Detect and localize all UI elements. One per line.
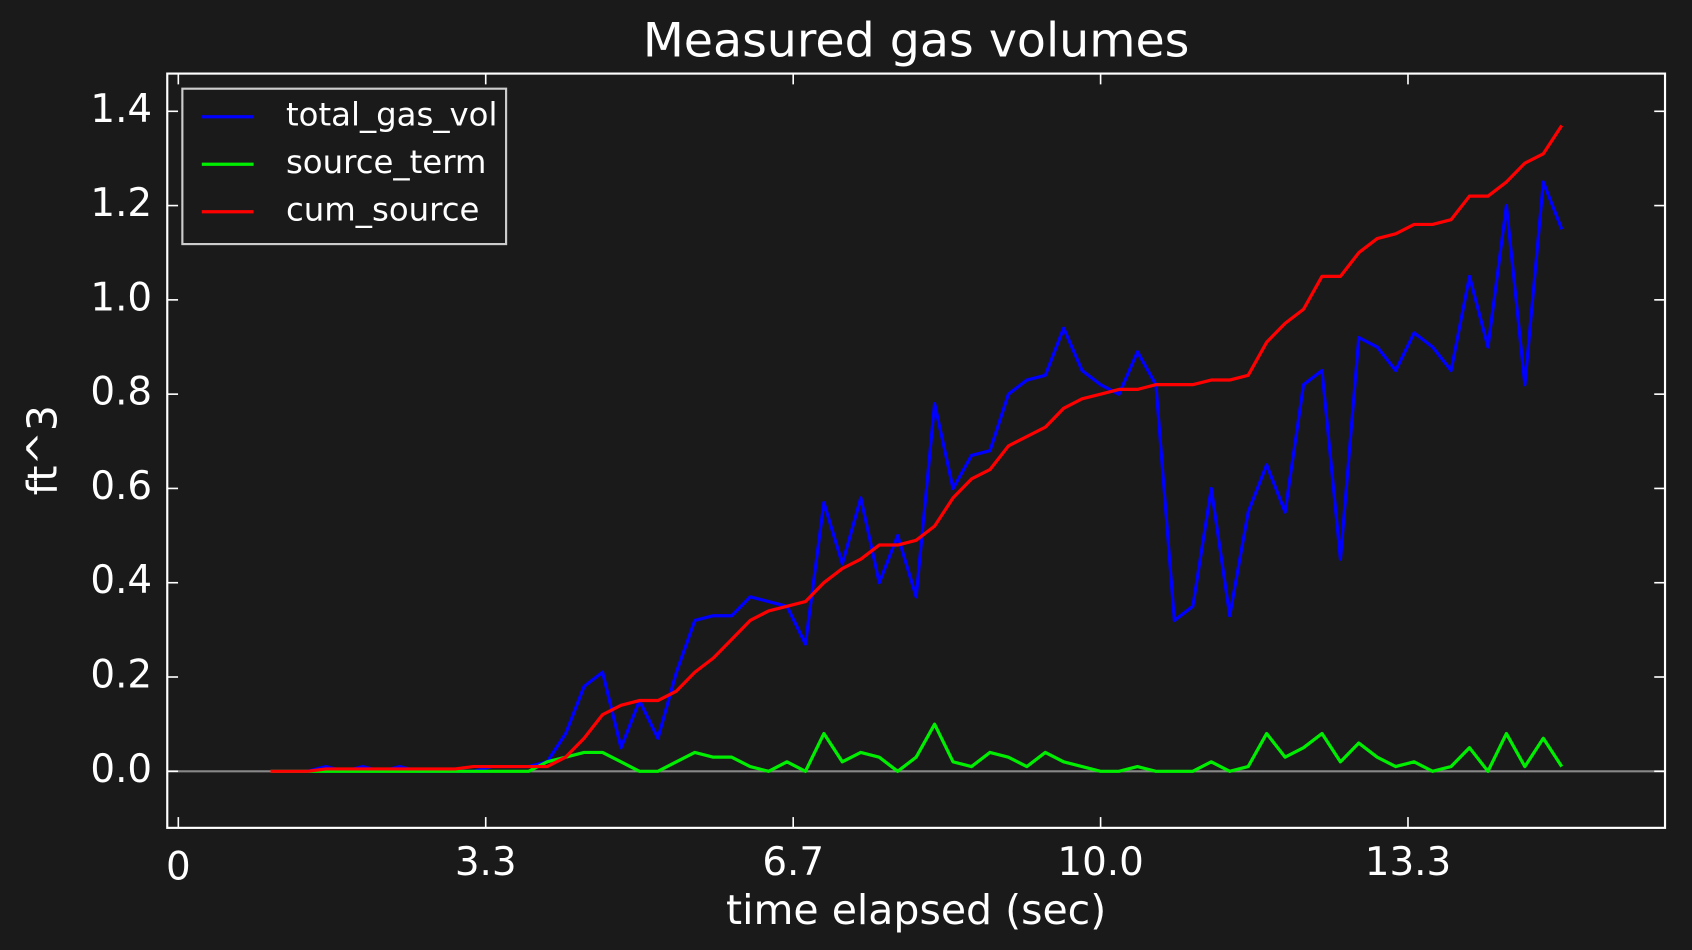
chart-title: Measured gas volumes (643, 13, 1190, 68)
x-tick-label: 3.3 (455, 840, 517, 885)
y-tick-label: 0.6 (90, 464, 152, 509)
legend-label: cum_source (286, 191, 479, 229)
x-tick-label: 13.3 (1365, 840, 1451, 885)
legend-label: source_term (286, 143, 487, 181)
legend-label: total_gas_vol (286, 96, 498, 134)
series-line (270, 124, 1564, 773)
y-axis-label: ft^3 (18, 405, 66, 495)
y-tick-label: 0.2 (90, 653, 152, 698)
y-tick-label: 0.0 (90, 747, 152, 792)
x-tick-label: 6.7 (762, 840, 824, 885)
x-axis-label: time elapsed (sec) (726, 886, 1106, 934)
y-tick-label: 1.0 (90, 275, 152, 320)
y-tick-label: 0.8 (90, 370, 152, 415)
y-tick-label: 1.2 (90, 181, 152, 226)
y-tick-label: 0.4 (90, 558, 152, 603)
y-tick-label: 1.4 (90, 87, 152, 132)
x-tick-label: 10.0 (1057, 840, 1143, 885)
x-tick-label: 0 (166, 844, 191, 889)
axes-frame (166, 72, 1667, 829)
series-line (270, 722, 1564, 773)
legend-box (181, 87, 508, 246)
